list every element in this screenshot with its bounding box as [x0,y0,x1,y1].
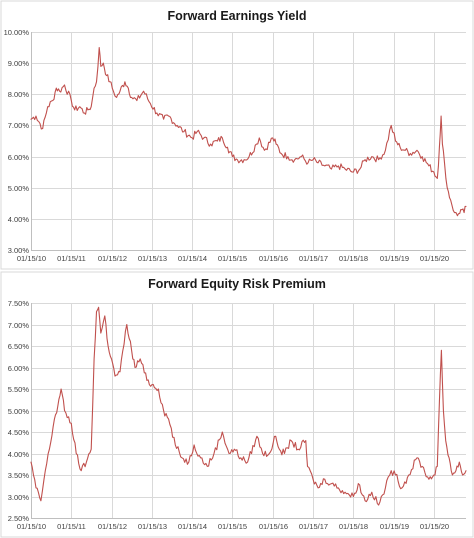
series [30,47,467,217]
series-line [30,47,467,217]
x-tick-label: 01/15/20 [420,522,449,531]
y-tick-label: 4.50% [8,428,30,437]
x-tick-label: 01/15/10 [17,522,46,531]
x-tick-labels: 01/15/10 01/15/11 01/15/12 01/15/13 01/15/14… [17,522,449,531]
y-tick-label: 10.00% [4,28,30,37]
y-tick-label: 3.00% [8,493,30,502]
gridlines [31,303,466,518]
y-tick-label: 9.00% [8,59,30,68]
y-tick-label: 7.00% [8,321,30,330]
y-tick-label: 6.50% [8,342,30,351]
x-tick-label: 01/15/19 [380,254,409,263]
x-tick-label: 01/15/11 [57,254,86,263]
y-tick-label: 2.50% [8,514,30,523]
x-tick-label: 01/15/13 [138,254,167,263]
y-tick-label: 6.00% [8,153,30,162]
x-tick-label: 01/15/15 [218,522,247,531]
chart-title: Forward Equity Risk Premium [148,277,326,291]
y-tick-label: 4.00% [8,215,30,224]
chart-forward-equity-risk-premium: Forward Equity Risk Premium 2.50% 3.00% 3.… [0,271,474,538]
y-tick-label: 3.00% [8,246,30,255]
x-tick-label: 01/15/16 [259,254,288,263]
x-tick-label: 01/15/17 [299,254,328,263]
x-tick-label: 01/15/14 [178,522,207,531]
y-tick-label: 6.00% [8,364,30,373]
y-tick-label: 8.00% [8,90,30,99]
series-line [30,306,467,506]
y-tick-label: 7.00% [8,121,30,130]
x-tick-labels: 01/15/10 01/15/11 01/15/12 01/15/13 01/15/14… [17,254,449,263]
y-tick-label: 3.50% [8,471,30,480]
x-tick-label: 01/15/12 [98,254,127,263]
y-tick-label: 7.50% [8,299,30,308]
x-tick-label: 01/15/13 [138,522,167,531]
y-tick-labels: 2.50% 3.00% 3.50% 4.00% 4.50% 5.00% 5.50% 6.00%… [8,299,30,523]
y-tick-label: 4.00% [8,450,30,459]
series [30,306,467,506]
x-tick-label: 01/15/18 [339,522,368,531]
x-tick-label: 01/15/17 [299,522,328,531]
x-tick-label: 01/15/11 [57,522,86,531]
x-tick-label: 01/15/10 [17,254,46,263]
y-tick-label: 5.00% [8,184,30,193]
x-tick-label: 01/15/15 [218,254,247,263]
y-tick-labels: 3.00% 4.00% 5.00% 6.00% 7.00% 8.00% 9.00% 10.00… [4,28,30,255]
x-tick-label: 01/15/19 [380,522,409,531]
x-tick-label: 01/15/14 [178,254,207,263]
x-tick-label: 01/15/20 [420,254,449,263]
axes [31,32,466,251]
gridlines [31,32,466,250]
y-tick-label: 5.00% [8,407,30,416]
chart-forward-earnings-yield: Forward Earnings Yield 3.00% 4.00% 5.00% 6.… [0,0,474,270]
x-tick-label: 01/15/18 [339,254,368,263]
axes [31,303,466,519]
chart-title: Forward Earnings Yield [168,9,307,23]
y-tick-label: 5.50% [8,385,30,394]
x-tick-label: 01/15/12 [98,522,127,531]
x-tick-label: 01/15/16 [259,522,288,531]
